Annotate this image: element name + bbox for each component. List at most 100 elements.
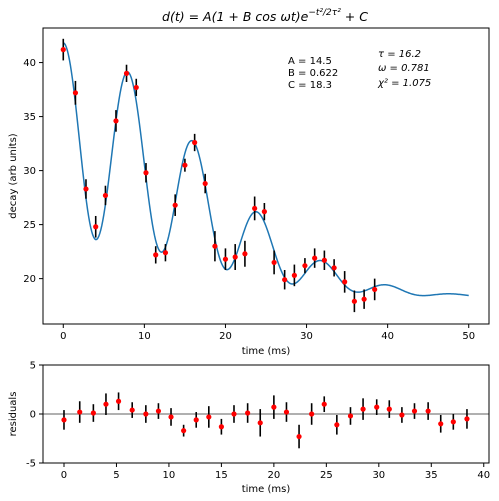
main-data-point (291, 272, 297, 278)
main-x-tick-label: 40 (381, 331, 394, 342)
residuals-x-tick-label: 10 (163, 470, 176, 481)
main-data-point (123, 70, 130, 76)
residuals-data-point (360, 406, 366, 412)
residuals-x-tick-label: 15 (215, 470, 228, 481)
main-x-tick-label: 0 (60, 331, 66, 342)
main-data-point (192, 139, 198, 146)
main-y-tick-label: 25 (23, 220, 36, 231)
residuals-data-point (464, 416, 470, 422)
main-data-point (93, 224, 99, 230)
main-title: d(t) = A(1 + B cos ωt)e−t²/2τ² + C (162, 8, 368, 24)
main-data-point (271, 259, 277, 266)
residuals-plot-panel: 0 5 10 15 20 25 30 35 40 -5 0 5 time (ms) residual… (8, 361, 490, 496)
main-data-point (72, 90, 79, 96)
residuals-data-point (309, 411, 315, 417)
residuals-x-tick-label: 0 (61, 470, 67, 481)
main-data-point (133, 84, 139, 91)
main-x-tick-label: 20 (219, 331, 232, 342)
main-data-point (261, 209, 267, 215)
residuals-data-point (168, 414, 174, 420)
main-data-point (153, 252, 159, 258)
residuals-data-point (61, 417, 67, 423)
title-lhs: d(t) = A(1 + B cos (162, 9, 280, 24)
main-y-tick-label: 35 (23, 112, 36, 123)
main-data-point (102, 192, 109, 199)
main-data-point (342, 279, 348, 285)
residuals-data-point (90, 410, 96, 416)
fit-param-chi2: χ² = 1.075 (377, 78, 431, 89)
main-x-tick-label: 10 (138, 331, 151, 342)
fit-curve (62, 42, 469, 297)
residuals-x-tick-label: 35 (425, 470, 438, 481)
main-data-point (252, 205, 258, 212)
fit-param-B: B = 0.622 (288, 68, 338, 79)
main-y-tick-label: 30 (23, 166, 36, 177)
fit-param-C: C = 18.3 (288, 80, 332, 91)
residuals-data-point (245, 410, 251, 416)
residuals-data-point (411, 408, 418, 414)
main-data-point (282, 277, 288, 283)
main-data-point (331, 265, 337, 271)
residuals-y-tick-label: 5 (30, 361, 36, 372)
title-mid: )e (295, 9, 309, 24)
main-data-point (232, 254, 238, 260)
residuals-x-axis-label: time (ms) (242, 484, 291, 495)
main-x-axis-label: time (ms) (242, 346, 291, 357)
residuals-y-axis-label: residuals (8, 392, 19, 437)
main-plot-panel: 0 10 20 30 40 50 20 25 30 35 40 time (ms) decay (… (8, 27, 490, 357)
residuals-data-point (425, 408, 431, 414)
residuals-data-point (103, 401, 109, 407)
residuals-data-point (257, 420, 263, 426)
fit-param-tau: τ = 16.2 (378, 49, 421, 60)
residuals-y-tick-label: -5 (26, 459, 36, 470)
residuals-x-tick-label: 20 (268, 470, 281, 481)
title-exponent: −t²/2τ² (308, 8, 341, 18)
main-data-point (222, 256, 229, 262)
residuals-data-point (334, 422, 340, 428)
residuals-data-point (450, 419, 456, 425)
main-data-point (302, 263, 308, 269)
main-plot-frame (42, 27, 490, 325)
main-data-point (242, 251, 248, 257)
title-omega-t: ωt (280, 9, 296, 24)
residuals-x-tick-label: 5 (113, 470, 119, 481)
main-data-point (361, 296, 367, 302)
residuals-data-point (206, 414, 212, 420)
residuals-x-tick-label: 30 (372, 470, 385, 481)
residuals-data-point (231, 411, 237, 417)
main-data-point (83, 186, 89, 192)
fit-param-A: A = 14.5 (288, 56, 332, 67)
residuals-data-point (129, 407, 135, 413)
residuals-data-point (321, 401, 327, 407)
residuals-data-point (374, 404, 380, 410)
residuals-data-point (155, 408, 162, 414)
residuals-data-point (115, 398, 122, 404)
residuals-data-point (296, 433, 302, 440)
residuals-data-point (77, 409, 83, 415)
main-x-tick-label: 30 (300, 331, 313, 342)
main-data-point (113, 118, 119, 124)
residuals-data-point (347, 413, 354, 419)
fit-param-omega: ω = 0.781 (378, 63, 430, 74)
main-data-point (202, 180, 208, 187)
residuals-data-point (218, 424, 224, 430)
residuals-data-point (143, 411, 149, 417)
residuals-data-point (438, 421, 444, 427)
residuals-data-point (271, 404, 277, 410)
main-data-point (372, 286, 378, 293)
main-y-axis-label: decay (arb units) (8, 133, 19, 218)
residuals-data-point (193, 417, 199, 423)
main-data-point (143, 170, 149, 176)
residuals-x-tick-label: 40 (477, 470, 490, 481)
main-data-point (312, 255, 318, 261)
main-data-point (162, 250, 169, 256)
residuals-data-point (181, 428, 187, 434)
main-data-point (321, 257, 327, 263)
residuals-data-point (399, 412, 405, 418)
main-y-tick-label: 20 (23, 274, 36, 285)
title-rhs: + C (341, 9, 368, 24)
main-data-point (182, 162, 188, 168)
main-data-point (351, 298, 357, 304)
main-y-tick-label: 40 (23, 58, 36, 69)
